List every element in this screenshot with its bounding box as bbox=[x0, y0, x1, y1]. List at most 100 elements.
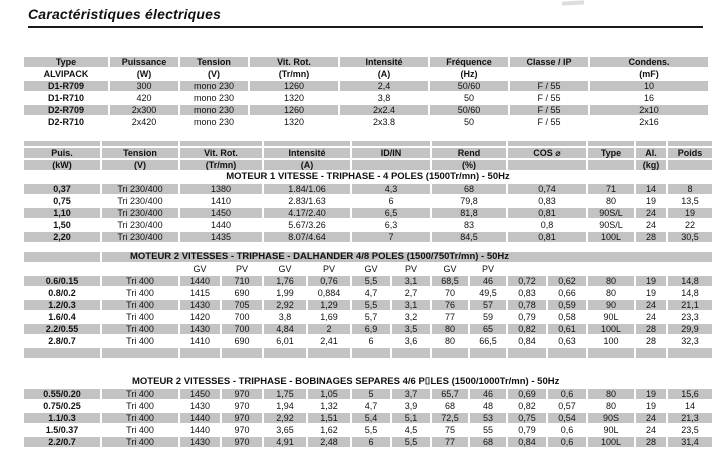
table-cell: 1450 bbox=[180, 389, 220, 399]
table-cell: 3,9 bbox=[404, 401, 418, 411]
page-title: Caractéristiques électriques bbox=[28, 6, 222, 22]
table-cell: 1.1/0.3 bbox=[24, 413, 100, 423]
table-cell: 970 bbox=[222, 389, 262, 399]
col-subheader: ALVIPACK bbox=[43, 69, 89, 79]
table-cell: 14 bbox=[636, 184, 666, 194]
table-cell bbox=[432, 348, 468, 358]
table-cell: 0,69 bbox=[508, 389, 546, 399]
section-row: MOTEUR 2 VITESSES - TRIPHASE - BOBINAGES… bbox=[24, 377, 712, 387]
table-cell: 3,8 bbox=[377, 93, 391, 103]
table-cell: 24 bbox=[636, 413, 666, 423]
table-cell: 90S/L bbox=[588, 208, 634, 218]
table-cell: 65,7 bbox=[432, 389, 468, 399]
table-cell: 5,5 bbox=[392, 437, 430, 447]
col-header: Intensité bbox=[340, 57, 428, 67]
table-cell: 24 bbox=[636, 300, 666, 310]
table-cell: 2x3.8 bbox=[372, 117, 396, 127]
table-cell: 15,6 bbox=[668, 389, 712, 399]
table-cell: 28 bbox=[636, 232, 666, 242]
table-cell: 2x300 bbox=[110, 105, 178, 115]
col-subheader: (kW) bbox=[24, 160, 100, 170]
motor-1-speed-table: Puis. Tension Vit. Rot. Intensité ID/IN Rend C… bbox=[22, 139, 714, 244]
table-cell bbox=[588, 264, 634, 274]
table-cell: 4.17/2.40 bbox=[264, 208, 350, 218]
table-cell: 90S bbox=[588, 413, 634, 423]
col-subheader: (A) bbox=[264, 160, 350, 170]
col-header: Condens. bbox=[590, 57, 708, 67]
table-cell: 76 bbox=[432, 300, 468, 310]
table-cell: 2,92 bbox=[264, 300, 306, 310]
table-cell: 53 bbox=[470, 413, 506, 423]
table-cell: Tri 400 bbox=[126, 312, 154, 322]
table-cell: 24 bbox=[645, 425, 656, 435]
table-cell: 1,69 bbox=[320, 312, 338, 322]
table-cell: 81,8 bbox=[432, 208, 506, 218]
table-cell: 3,5 bbox=[392, 324, 430, 334]
table-cell: 0,66 bbox=[558, 288, 576, 298]
table-cell: 83 bbox=[463, 220, 474, 230]
row-label: D2-R709 bbox=[24, 105, 108, 115]
table-cell: 0,81 bbox=[508, 208, 586, 218]
data-row: 1.2/0.3 Tri 400 1430 705 2,92 1,29 5,5 3,1 76 57 0… bbox=[24, 300, 712, 310]
table-cell bbox=[636, 141, 666, 146]
table-cell: 90L bbox=[603, 425, 619, 435]
table-cell bbox=[588, 348, 634, 358]
table-cell: 0,8 bbox=[540, 220, 554, 230]
table-cell: 2,4 bbox=[340, 81, 428, 91]
col-subheader: (A) bbox=[377, 69, 391, 79]
table-cell bbox=[24, 252, 100, 262]
table-cell: 0,59 bbox=[548, 300, 586, 310]
section-title: MOTEUR 2 VITESSES - TRIPHASE - DALHANDER… bbox=[102, 252, 712, 262]
table-cell: 8.07/4.64 bbox=[264, 232, 350, 242]
table-cell: 2,48 bbox=[308, 437, 350, 447]
table-cell: 46 bbox=[470, 276, 506, 286]
table-cell: 23,5 bbox=[681, 425, 699, 435]
table-cell: 0,83 bbox=[518, 288, 536, 298]
table-cell: 46 bbox=[470, 389, 506, 399]
data-row: 0.75/0.25 Tri 400 1430 970 1,94 1,32 4,7 3,9 68 4… bbox=[24, 401, 712, 411]
table-cell: 80 bbox=[432, 324, 468, 334]
table-cell bbox=[264, 348, 306, 358]
table-cell: 24 bbox=[645, 312, 656, 322]
table-cell: 1,75 bbox=[264, 389, 306, 399]
table-cell: 1260 bbox=[250, 105, 338, 115]
table-cell: 1430 bbox=[180, 300, 220, 310]
table-cell: Tri 230/400 bbox=[102, 208, 178, 218]
table-cell: 690 bbox=[234, 336, 250, 346]
table-cell: 0,79 bbox=[518, 425, 536, 435]
table-cell: 1320 bbox=[283, 93, 305, 103]
title-underline bbox=[28, 26, 703, 28]
table-cell: 690 bbox=[234, 288, 250, 298]
table-cell: 4,91 bbox=[264, 437, 306, 447]
table-cell: 2,92 bbox=[264, 413, 306, 423]
table-cell: 19 bbox=[636, 389, 666, 399]
table-cell: 28 bbox=[636, 324, 666, 334]
table-cell: 1320 bbox=[283, 117, 305, 127]
table-cell: Tri 400 bbox=[102, 324, 178, 334]
table-cell: 3,8 bbox=[278, 312, 292, 322]
table-cell: 68 bbox=[432, 184, 506, 194]
table-cell: 1,62 bbox=[320, 425, 338, 435]
table-cell: 77 bbox=[444, 312, 455, 322]
table-cell: 0,54 bbox=[548, 413, 586, 423]
table-cell: 5.67/3.26 bbox=[288, 220, 326, 230]
table-cell: Tri 400 bbox=[126, 401, 154, 411]
table-cell bbox=[636, 264, 666, 274]
table-cell: 100L bbox=[588, 437, 634, 447]
table-cell: F / 55 bbox=[510, 105, 588, 115]
gv-pv-label: PV bbox=[481, 264, 494, 274]
table-cell: 6 bbox=[368, 336, 374, 346]
data-row: 1.6/0.4 Tri 400 1420 700 3,8 1,69 5,7 3,2 77 59 0,… bbox=[24, 312, 712, 322]
table-cell: 1410 bbox=[189, 336, 211, 346]
data-row: 0.6/0.15 Tri 400 1440 710 1,76 0,76 5,5 3,1 68,5… bbox=[24, 276, 712, 286]
table-cell bbox=[668, 348, 712, 358]
table-cell: Tri 400 bbox=[126, 425, 154, 435]
table-cell: 5,5 bbox=[352, 276, 390, 286]
subheader-row: (kW) (V) (Tr/mn) (A) (%) (kg) bbox=[24, 160, 712, 170]
col-header: Rend bbox=[432, 148, 506, 158]
table-cell: 5,4 bbox=[352, 413, 390, 423]
col-header: Type bbox=[588, 148, 634, 158]
table-cell: 68 bbox=[444, 401, 455, 411]
gv-pv-row: GV PV GV PV GV PV GV PV bbox=[24, 264, 712, 274]
col-subheader: (kg) bbox=[636, 160, 666, 170]
